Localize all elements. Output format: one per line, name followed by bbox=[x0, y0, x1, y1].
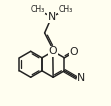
Text: N: N bbox=[48, 12, 56, 22]
Text: O: O bbox=[49, 46, 57, 56]
Text: N: N bbox=[77, 73, 86, 83]
Text: CH₃: CH₃ bbox=[59, 5, 73, 14]
Text: CH₃: CH₃ bbox=[30, 5, 45, 14]
Text: O: O bbox=[70, 47, 78, 57]
